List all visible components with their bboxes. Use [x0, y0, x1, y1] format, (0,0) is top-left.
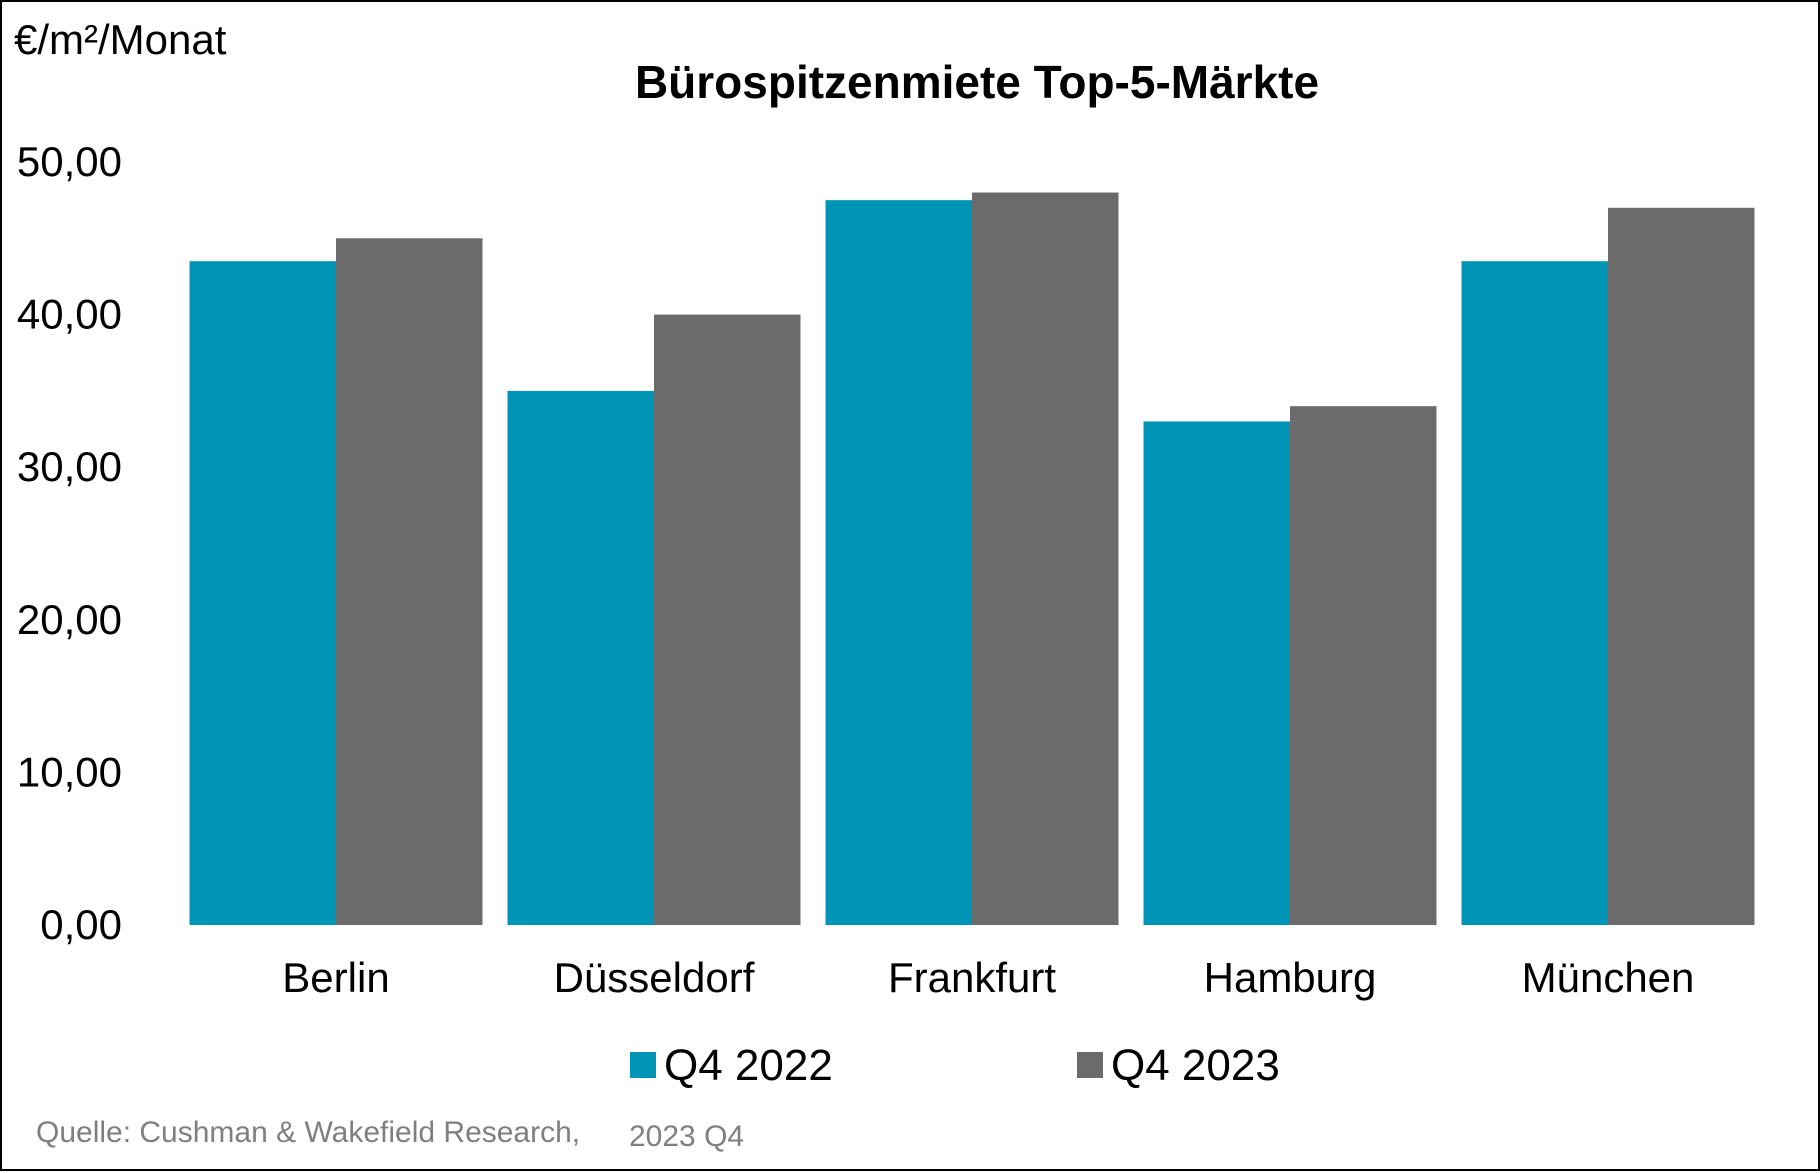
y-axis-ticks: 0,00 10,00 20,00 30,00 40,00 50,00: [17, 138, 122, 948]
y-tick-label: 50,00: [17, 138, 122, 185]
bar: [654, 314, 801, 926]
source-label: Quelle: Cushman & Wakefield Research,: [36, 1116, 580, 1149]
bar: [972, 192, 1119, 925]
bar: [1608, 207, 1755, 925]
x-tick-label: Hamburg: [1204, 954, 1377, 1001]
bar: [507, 390, 654, 925]
x-tick-label: Düsseldorf: [554, 954, 755, 1001]
bar: [189, 261, 336, 925]
legend-swatch: [630, 1052, 656, 1078]
x-tick-label: München: [1522, 954, 1695, 1001]
y-tick-label: 30,00: [17, 443, 122, 490]
y-axis-label: €/m²/Monat: [14, 16, 227, 63]
y-tick-label: 10,00: [17, 748, 122, 795]
bar: [1143, 421, 1290, 925]
legend: Q4 2022 Q4 2023: [630, 1041, 1280, 1090]
y-tick-label: 20,00: [17, 596, 122, 643]
legend-label: Q4 2023: [1111, 1041, 1280, 1090]
chart-title: Bürospitzenmiete Top-5-Märkte: [635, 56, 1319, 108]
bar: [336, 238, 483, 926]
legend-label: Q4 2022: [664, 1041, 833, 1090]
x-tick-label: Berlin: [282, 954, 389, 1001]
x-axis-ticks: Berlin Düsseldorf Frankfurt Hamburg München: [282, 954, 1694, 1001]
bar: [1290, 406, 1437, 925]
legend-swatch: [1077, 1052, 1103, 1078]
bar: [825, 200, 972, 925]
y-tick-label: 0,00: [40, 901, 122, 948]
y-tick-label: 40,00: [17, 291, 122, 338]
bar: [1461, 261, 1608, 925]
source-period: 2023 Q4: [629, 1120, 744, 1153]
bars: [189, 192, 1755, 926]
x-tick-label: Frankfurt: [888, 954, 1056, 1001]
